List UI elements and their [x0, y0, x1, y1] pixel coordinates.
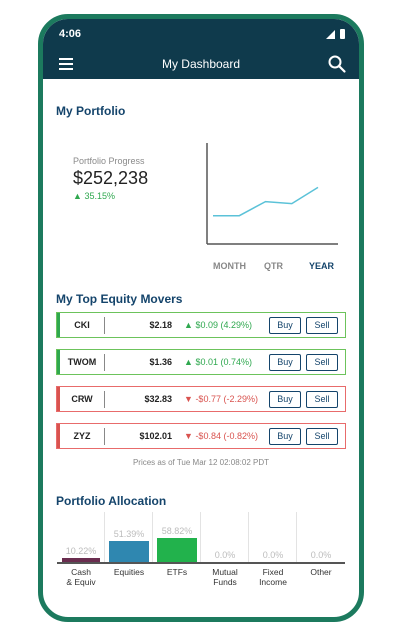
allocation-divider [248, 512, 249, 562]
mover-row: ZYZ $102.01 ▼ -$0.84 (-0.82%) Buy Sell [56, 423, 346, 449]
buy-button[interactable]: Buy [269, 427, 301, 445]
allocation-value: 10.22% [65, 546, 97, 556]
allocation-column: 10.22% Cash & Equiv [57, 512, 105, 602]
down-arrow-icon: ▼ [184, 431, 193, 441]
portfolio-change: ▲ 35.15% [73, 191, 115, 201]
allocation-column: 0.0% Fixed Income [249, 512, 297, 602]
allocation-divider [152, 512, 153, 562]
allocation-label-line: Income [259, 577, 287, 587]
allocation-column: 58.82% ETFs [153, 512, 201, 602]
allocation-value: 0.0% [214, 550, 236, 560]
app-bar: My Dashboard [43, 49, 359, 79]
allocation-column: 0.0% Other [297, 512, 345, 602]
mover-symbol: TWOM [60, 353, 105, 371]
mover-change-value: $0.01 (0.74%) [195, 357, 252, 367]
allocation-label: Cash & Equiv [57, 567, 105, 587]
mover-price: $102.01 [139, 431, 172, 441]
allocation-chart: 10.22% Cash & Equiv 51.39% Equities 58.82% ETF… [57, 512, 345, 602]
allocation-column: 0.0% Mutual Funds [201, 512, 249, 602]
allocation-column: 51.39% Equities [105, 512, 153, 602]
trend-indicator-bar [57, 313, 60, 337]
allocation-label: ETFs [153, 567, 201, 577]
allocation-label-line: Fixed [262, 567, 284, 577]
allocation-divider [200, 512, 201, 562]
page-title: My Dashboard [161, 57, 241, 71]
allocation-bar [157, 538, 197, 562]
range-month[interactable]: MONTH [213, 261, 246, 271]
battery-icon [340, 29, 345, 39]
mover-price: $1.36 [149, 357, 172, 367]
allocation-label-line: & Equiv [66, 577, 96, 587]
allocation-label-line: Mutual [212, 567, 238, 577]
portfolio-change-value: 35.15% [84, 191, 115, 201]
allocation-divider [104, 512, 105, 562]
mover-symbol: CRW [60, 390, 105, 408]
allocation-value: 51.39% [113, 529, 145, 539]
mover-change-value: -$0.84 (-0.82%) [195, 431, 258, 441]
range-qtr[interactable]: QTR [264, 261, 283, 271]
portfolio-value: $252,238 [73, 168, 149, 188]
status-icons [326, 29, 345, 39]
range-year[interactable]: YEAR [309, 261, 335, 271]
mover-price: $2.18 [149, 320, 172, 330]
allocation-value: 0.0% [262, 550, 284, 560]
allocation-label: Other [297, 567, 345, 577]
signal-icon [326, 29, 335, 39]
trend-indicator-bar [57, 424, 60, 448]
sell-button[interactable]: Sell [306, 316, 338, 334]
hamburger-menu-icon[interactable] [59, 58, 73, 70]
allocation-axis [57, 562, 345, 564]
status-bar: 4:06 [43, 19, 359, 49]
portfolio-performance-line [213, 186, 319, 217]
up-arrow-icon: ▲ [184, 357, 193, 367]
mover-row: CRW $32.83 ▼ -$0.77 (-2.29%) Buy Sell [56, 386, 346, 412]
status-time: 4:06 [59, 28, 82, 40]
allocation-label: Mutual Funds [201, 567, 249, 587]
mover-change: ▼ -$0.77 (-2.29%) [172, 394, 264, 404]
buy-button[interactable]: Buy [269, 390, 301, 408]
allocation-bar [62, 558, 100, 562]
allocation-value: 0.0% [310, 550, 332, 560]
allocation-label-line: Funds [213, 577, 237, 587]
search-icon[interactable] [327, 54, 347, 74]
movers-section-title: My Top Equity Movers [56, 292, 183, 306]
portfolio-section-title: My Portfolio [56, 104, 126, 118]
trend-indicator-bar [57, 387, 60, 411]
allocation-label-line: ETFs [166, 567, 188, 577]
prices-timestamp: Prices as of Tue Mar 12 02:08:02 PDT [132, 458, 270, 467]
allocation-divider [296, 512, 297, 562]
mover-change-value: $0.09 (4.29%) [195, 320, 252, 330]
sell-button[interactable]: Sell [306, 353, 338, 371]
phone-frame: 4:06 My Dashboard My Portfolio Portfolio… [38, 14, 364, 622]
mover-change-value: -$0.77 (-2.29%) [195, 394, 258, 404]
allocation-label-line: Equities [113, 567, 145, 577]
trend-indicator-bar [57, 350, 60, 374]
mover-change: ▲ $0.01 (0.74%) [172, 357, 264, 367]
up-arrow-icon: ▲ [73, 191, 82, 201]
allocation-label: Fixed Income [249, 567, 297, 587]
allocation-label: Equities [105, 567, 153, 577]
down-arrow-icon: ▼ [184, 394, 193, 404]
mover-change: ▼ -$0.84 (-0.82%) [172, 431, 264, 441]
portfolio-progress-label: Portfolio Progress [73, 156, 145, 166]
mover-symbol: ZYZ [60, 427, 105, 445]
allocation-value: 58.82% [161, 526, 193, 536]
buy-button[interactable]: Buy [269, 316, 301, 334]
sell-button[interactable]: Sell [306, 390, 338, 408]
portfolio-line-chart [206, 143, 338, 245]
mover-row: CKI $2.18 ▲ $0.09 (4.29%) Buy Sell [56, 312, 346, 338]
allocation-label-line: Other [310, 567, 332, 577]
allocation-section-title: Portfolio Allocation [56, 494, 167, 508]
allocation-bar [109, 541, 149, 562]
mover-row: TWOM $1.36 ▲ $0.01 (0.74%) Buy Sell [56, 349, 346, 375]
buy-button[interactable]: Buy [269, 353, 301, 371]
up-arrow-icon: ▲ [184, 320, 193, 330]
allocation-label-line: Cash [71, 567, 91, 577]
mover-change: ▲ $0.09 (4.29%) [172, 320, 264, 330]
mover-symbol: CKI [60, 316, 105, 334]
sell-button[interactable]: Sell [306, 427, 338, 445]
mover-price: $32.83 [144, 394, 172, 404]
dashboard-content: My Portfolio Portfolio Progress $252,238… [43, 79, 359, 617]
